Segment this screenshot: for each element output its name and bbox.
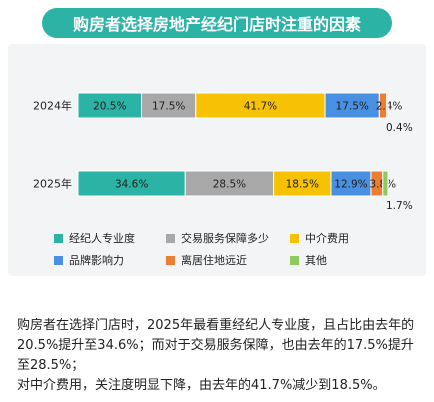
legend-item-品牌影响力: 品牌影响力 xyxy=(54,252,166,268)
data-label-2025年-交易服务保障多少: 28.5% xyxy=(213,179,246,191)
bar-2024年-中介费用 xyxy=(195,92,326,119)
bar-2024年-其他 xyxy=(386,92,389,119)
chart-panel: 2024年 20.5% 17.5% 41.7% 17.5% 2.4% 0.4% 2025年 34… xyxy=(8,44,426,276)
bar-2025年-交易服务保障多少 xyxy=(184,170,275,197)
bar-2025年-品牌影响力 xyxy=(330,170,372,197)
legend-label: 离居住地远近 xyxy=(181,254,247,267)
stacked-bar-chart: 2024年 20.5% 17.5% 41.7% 17.5% 2.4% 0.4% 2025年 34… xyxy=(33,92,413,212)
legend-label: 经纪人专业度 xyxy=(69,232,135,245)
bar-2025年-经纪人专业度 xyxy=(77,170,186,197)
data-label-2024年-交易服务保障多少: 17.5% xyxy=(152,101,185,113)
legend-label: 其他 xyxy=(305,254,327,267)
legend-swatch xyxy=(54,233,63,243)
bar-2024年-经纪人专业度 xyxy=(77,92,143,119)
data-label-2025年-经纪人专业度: 34.6% xyxy=(115,179,148,191)
category-label-2025年: 2025年 xyxy=(33,177,72,191)
chart-legend: 经纪人专业度 交易服务保障多少 中介费用品牌影响力 离居住地远近 其他 xyxy=(54,230,414,268)
legend-item-其他: 其他 xyxy=(290,252,400,268)
legend-label: 中介费用 xyxy=(305,232,349,245)
legend-item-离居住地远近: 离居住地远近 xyxy=(166,252,290,268)
category-label-2024年: 2024年 xyxy=(33,99,72,113)
data-label-2024年-中介费用: 41.7% xyxy=(244,101,277,113)
data-label-2024年-其他: 0.4% xyxy=(386,122,413,134)
bar-2024年-交易服务保障多少 xyxy=(141,92,197,119)
data-label-2025年-品牌影响力: 12.9% xyxy=(334,179,367,191)
summary-paragraph-2: 对中介费用，关注度明显下降，由去年的41.7%减少到18.5%。 xyxy=(17,378,386,393)
data-label-2024年-品牌影响力: 17.5% xyxy=(336,101,369,113)
bar-2025年-中介费用 xyxy=(273,170,332,197)
data-label-2025年-其他: 1.7% xyxy=(386,200,413,212)
legend-label: 交易服务保障多少 xyxy=(181,232,269,245)
chart-title: 购房者选择房地产经纪门店时注重的因素 xyxy=(42,8,392,38)
legend-item-经纪人专业度: 经纪人专业度 xyxy=(54,230,166,246)
legend-item-交易服务保障多少: 交易服务保障多少 xyxy=(166,230,290,246)
legend-swatch xyxy=(290,233,299,243)
data-label-2024年-离居住地远近: 2.4% xyxy=(376,101,403,113)
data-label-2025年-中介费用: 18.5% xyxy=(286,179,319,191)
legend-item-中介费用: 中介费用 xyxy=(290,230,400,246)
legend-swatch xyxy=(166,233,175,243)
summary-paragraph-1: 购房者在选择门店时，2025年最看重经纪人专业度，且占比由去年的20.5%提升至… xyxy=(17,318,415,373)
legend-label: 品牌影响力 xyxy=(69,254,124,267)
legend-swatch xyxy=(166,255,175,265)
summary-text: 购房者在选择门店时，2025年最看重经纪人专业度，且占比由去年的20.5%提升至… xyxy=(17,316,423,396)
legend-swatch xyxy=(290,255,299,265)
legend-swatch xyxy=(54,255,63,265)
data-label-2024年-经纪人专业度: 20.5% xyxy=(93,101,126,113)
bar-2025年-其他 xyxy=(382,170,389,197)
